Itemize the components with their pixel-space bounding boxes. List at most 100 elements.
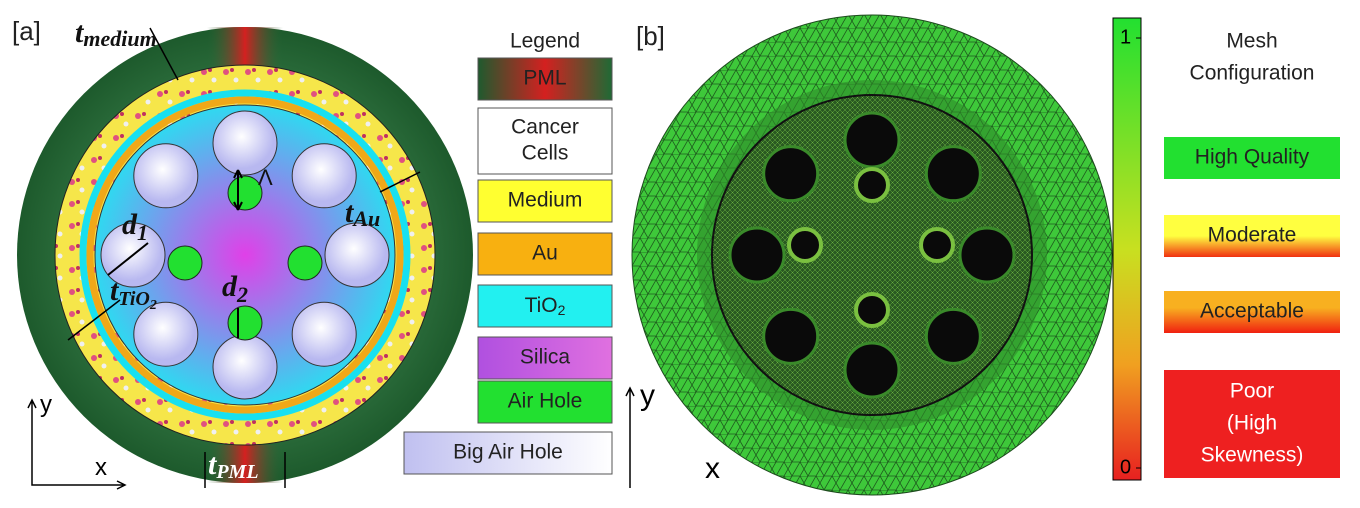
mesh-big-hole [924,307,982,365]
legend-label: PML [523,67,566,90]
legend-title: Legend [510,30,580,53]
t-pml-arrow [204,452,286,488]
label-sub: Au [351,206,380,231]
label-t-tio2: tTiO2 [110,274,157,313]
mesh-diagram: [b] y x 0 1 [625,14,1142,496]
colorbar-tick-label: 0 [1120,456,1131,478]
legend-label: Au [532,242,558,265]
mesh-small-hole [854,292,890,328]
label-t-pml: tPML [208,448,259,483]
legend-label: Medium [508,189,583,212]
mesh-legend: Mesh Configuration High Quality Moderate Acc… [1164,30,1340,478]
t-medium-arrow [149,27,179,81]
mesh-legend-swatch [1164,215,1340,257]
air-hole [227,305,263,341]
legend-label: Silica [520,346,571,369]
label-subsub: 2 [149,298,157,313]
legend: Legend PML Cancer Cells Medium Au TiO2 Silica A… [403,30,613,475]
axes-arrows [27,398,127,490]
axis-y: y [40,391,52,418]
big-air-hole [291,301,357,367]
mesh-legend-label: Acceptable [1200,300,1304,323]
mesh-legend-title: Mesh [1226,30,1277,53]
label-sub: PML [215,461,258,483]
fiber-diagram: [a] tmedium Λ tAu d1 d2 tTiO2 tPML y x [12,16,473,490]
legend-label: TiO2 [525,294,566,318]
legend-swatch [477,57,613,101]
legend-label-sub: 2 [558,302,566,318]
t-au-arrow [379,171,421,193]
big-air-hole [133,301,199,367]
lambda-arrow [233,169,243,211]
mesh-big-hole [843,341,901,399]
pml-red-bottom [150,445,340,483]
big-air-hole [324,222,390,288]
t-tio2-arrow [67,299,121,341]
panel-tag: [b] [636,21,665,51]
air-hole [287,245,323,281]
mesh-legend-swatch [1164,291,1340,333]
air-hole [167,245,203,281]
mesh-small-hole [787,227,823,263]
label-d2: d2 [222,270,248,307]
label-main: t [110,274,120,307]
mesh-big-hole [843,111,901,169]
mesh-legend-label: (High [1227,412,1277,435]
air-hole [227,175,263,211]
mesh-legend-swatch [1164,370,1340,478]
legend-label: Air Hole [508,390,583,413]
mesh-legend-swatch [1164,137,1340,179]
legend-label: Cancer [511,116,579,139]
mesh-legend-title: Configuration [1190,62,1315,85]
panel-tag: [a] [12,16,41,46]
mesh-legend-label: Moderate [1208,224,1297,247]
tio2-layer [79,89,411,421]
label-sub: 2 [236,282,248,307]
big-air-hole [133,143,199,209]
label-d1: d1 [122,208,148,245]
legend-swatch [403,431,613,475]
big-air-hole [212,110,278,176]
legend-label-main: TiO [525,294,558,317]
mesh-legend-label: Skewness) [1201,444,1304,467]
legend-swatch [477,232,613,276]
axis-x: x [95,454,107,481]
mesh-legend-label: Poor [1230,380,1274,403]
mesh-small-hole [919,227,955,263]
label-t-au: tAu [345,196,380,231]
au-layer [86,96,404,414]
mesh-big-hole [762,307,820,365]
mesh-legend-label: High Quality [1195,146,1310,169]
legend-swatch [477,284,613,328]
label-main: t [345,196,355,229]
label-lambda: Λ [258,165,273,190]
colorbar [1112,17,1142,481]
legend-swatch [477,380,613,424]
label-main: t [75,16,85,49]
label-sub: TiO [118,288,149,310]
axis-y: y [640,379,655,412]
mesh-big-hole [728,226,786,284]
big-air-hole [291,143,357,209]
mesh-big-hole [762,145,820,203]
label-main: d [122,208,138,241]
legend-label: Big Air Hole [453,441,563,464]
axis-x: x [705,452,720,485]
legend-label: Cells [522,142,569,165]
mesh-big-hole [924,145,982,203]
d1-arrow [107,242,149,276]
pml-red-top [150,27,340,67]
axis-arrow-y [625,386,635,488]
label-main: t [208,448,218,481]
legend-swatch [477,107,613,175]
label-sub: 1 [137,220,148,245]
label-main: d [222,270,238,303]
label-t-medium: tmedium [75,16,157,51]
mesh-big-hole [958,226,1016,284]
legend-swatch [477,336,613,380]
label-sub: medium [83,26,156,51]
big-air-hole [212,334,278,400]
mesh-small-hole [854,167,890,203]
colorbar-tick-label: 1 [1120,26,1131,48]
